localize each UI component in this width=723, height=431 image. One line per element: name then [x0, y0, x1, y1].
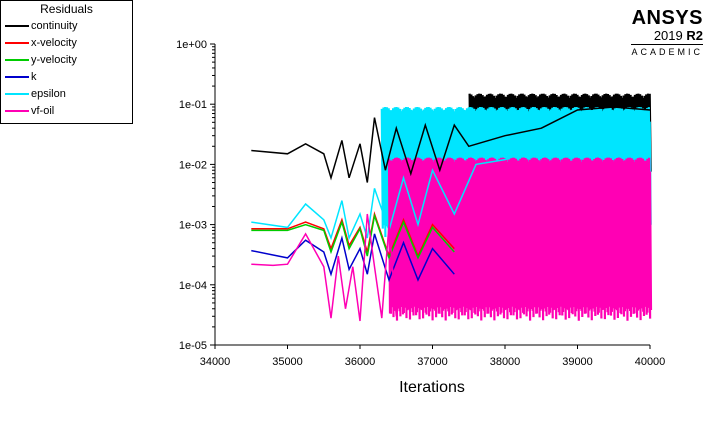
x-ticks: 34000 35000 36000 37000 38000 39000 40000 — [200, 345, 666, 368]
legend-item-continuity: continuity — [1, 17, 132, 34]
legend-title: Residuals — [40, 2, 93, 16]
release-label: R2 — [686, 28, 703, 43]
legend-items: continuity x-velocity y-velocity k epsilon vf… — [1, 17, 132, 119]
legend-item-x-velocity: x-velocity — [1, 34, 132, 51]
series-line-epsilon — [251, 121, 651, 241]
y-tick-label: 1e-01 — [179, 99, 207, 111]
x-tick-label: 35000 — [272, 356, 303, 368]
y-tick-label: 1e+00 — [176, 39, 207, 51]
y-tick-label: 1e-04 — [179, 280, 207, 292]
legend-swatch — [5, 92, 29, 95]
residuals-legend: Residuals continuity x-velocity y-velocity… — [0, 0, 133, 124]
series-line-vf-oil — [251, 213, 398, 322]
x-tick-label: 37000 — [417, 356, 448, 368]
legend-item-y-velocity: y-velocity — [1, 51, 132, 68]
series-line-y-velocity — [251, 212, 455, 261]
legend-swatch — [5, 58, 29, 61]
legend-swatch — [5, 109, 29, 112]
legend-label: epsilon — [31, 87, 66, 100]
x-tick-label: 40000 — [635, 356, 666, 368]
x-tick-label: 36000 — [345, 356, 376, 368]
legend-swatch — [5, 24, 29, 27]
legend-item-vf-oil: vf-oil — [1, 102, 132, 119]
x-tick-label: 39000 — [562, 356, 593, 368]
legend-label: y-velocity — [31, 53, 77, 66]
x-axis-title: Iterations — [399, 379, 465, 396]
brand-version: 2019 R2 — [631, 28, 703, 43]
y-tick-label: 1e-05 — [179, 340, 207, 352]
legend-swatch — [5, 75, 29, 78]
y-ticks: 1e-05 1e-04 1e-03 1e-02 1e-01 1e+00 — [176, 39, 215, 352]
band-vf-oil — [387, 157, 653, 321]
legend-item-k: k — [1, 68, 132, 85]
y-tick-label: 1e-02 — [179, 159, 207, 171]
legend-swatch — [5, 41, 29, 44]
ansys-logo: ANSYS 2019 R2 ACADEMIC — [631, 8, 703, 59]
legend-label: continuity — [31, 19, 78, 32]
brand-edition: ACADEMIC — [631, 44, 703, 59]
legend-label: x-velocity — [31, 36, 77, 49]
brand-name: ANSYS — [631, 7, 703, 29]
x-tick-label: 38000 — [490, 356, 521, 368]
series-line-continuity — [251, 106, 651, 183]
x-tick-label: 34000 — [200, 356, 231, 368]
y-tick-label: 1e-03 — [179, 220, 207, 232]
series-lines — [251, 106, 651, 322]
version-number: 2019 — [653, 28, 683, 43]
legend-label: vf-oil — [31, 104, 55, 117]
legend-label: k — [31, 70, 37, 83]
legend-item-epsilon: epsilon — [1, 85, 132, 102]
